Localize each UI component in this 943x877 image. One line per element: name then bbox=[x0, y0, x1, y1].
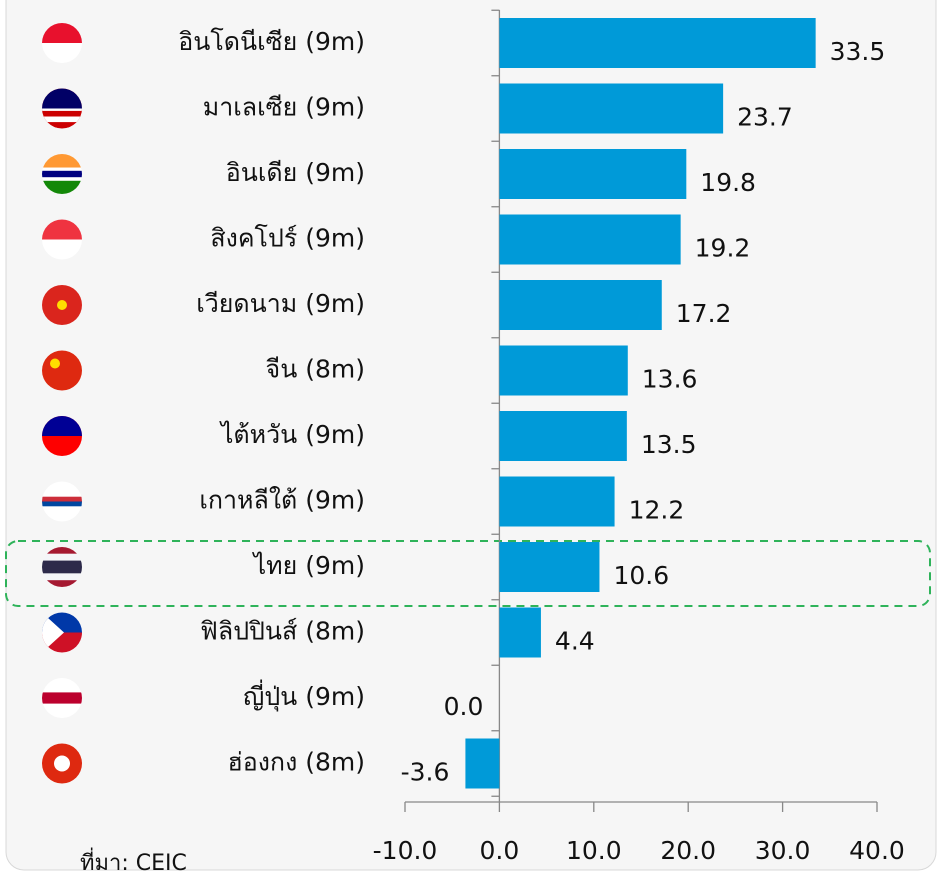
flag-stripe bbox=[42, 547, 82, 554]
flags bbox=[42, 23, 82, 784]
value-label: 17.2 bbox=[676, 299, 732, 328]
flag bbox=[42, 219, 82, 260]
bar bbox=[499, 476, 615, 527]
panel bbox=[5, 0, 937, 871]
flag-star bbox=[57, 300, 67, 310]
category-label: จีน (8m) bbox=[266, 355, 365, 384]
category-label: เกาหลีใต้ (9m) bbox=[199, 486, 365, 515]
value-label: 33.5 bbox=[830, 37, 886, 66]
flag-stripe bbox=[42, 154, 82, 168]
x-tick-label: 0.0 bbox=[480, 836, 520, 865]
x-tick-label: 20.0 bbox=[660, 836, 716, 865]
flag-stripe bbox=[42, 560, 82, 574]
flag bbox=[42, 481, 82, 522]
category-label: ญี่ปุ่น (9m) bbox=[243, 679, 365, 712]
flag-triangle bbox=[42, 612, 64, 653]
flag bbox=[42, 612, 82, 653]
flag bbox=[42, 154, 82, 194]
category-label: ฮ่องกง (8m) bbox=[227, 748, 365, 777]
flag bbox=[42, 285, 82, 325]
value-label: 23.7 bbox=[737, 103, 793, 132]
category-label: ไทย (9m) bbox=[252, 551, 365, 580]
category-label: ไต้หวัน (9m) bbox=[219, 420, 365, 449]
bar bbox=[465, 738, 500, 789]
flag-stripe bbox=[42, 501, 82, 507]
flag-stripe bbox=[42, 219, 82, 240]
flag-star bbox=[50, 358, 60, 369]
flag-stripe bbox=[42, 580, 82, 587]
bar bbox=[499, 149, 687, 199]
value-label: 19.2 bbox=[695, 234, 751, 263]
bar bbox=[499, 18, 816, 68]
flag-stripe bbox=[42, 180, 82, 194]
value-label: 10.6 bbox=[613, 561, 669, 590]
x-tick-label: 10.0 bbox=[566, 836, 622, 865]
bar bbox=[499, 345, 628, 396]
flag bbox=[42, 416, 82, 456]
flag bbox=[42, 88, 82, 129]
flag-flower bbox=[54, 755, 70, 772]
value-label: 13.5 bbox=[641, 430, 697, 459]
flag-stripe bbox=[42, 43, 82, 63]
flag-stripe bbox=[42, 573, 82, 581]
value-label: 4.4 bbox=[555, 627, 595, 656]
flag bbox=[42, 743, 82, 784]
value-label: 19.8 bbox=[700, 168, 756, 197]
flag-stripe bbox=[42, 692, 82, 704]
flag bbox=[42, 678, 82, 718]
flag-stripe bbox=[42, 88, 82, 109]
value-label: 0.0 bbox=[444, 692, 484, 721]
flag-stripe bbox=[42, 23, 82, 43]
x-tick-label: -10.0 bbox=[373, 836, 438, 865]
category-label: มาเลเซีย (9m) bbox=[203, 93, 365, 122]
source: ที่มา: CEIC bbox=[80, 847, 187, 873]
bar bbox=[499, 607, 541, 658]
flag-stripe bbox=[42, 553, 82, 561]
flag-stripe bbox=[42, 116, 82, 123]
category-label: อินโดนีเซีย (9m) bbox=[178, 27, 365, 56]
category-label: ฟิลิปปินส์ (8m) bbox=[200, 617, 365, 646]
bar bbox=[499, 83, 724, 134]
flag-stripe bbox=[42, 416, 82, 436]
category-label: อินเดีย (9m) bbox=[226, 158, 365, 187]
highlight-box bbox=[5, 540, 931, 607]
value-label: -3.6 bbox=[401, 758, 450, 787]
category-label: สิงคโปร์ (9m) bbox=[210, 224, 365, 253]
flag bbox=[42, 23, 82, 63]
flag-stripe bbox=[42, 496, 82, 502]
flag bbox=[42, 350, 82, 391]
flag-stripe bbox=[42, 170, 82, 178]
bar bbox=[499, 411, 627, 461]
value-label: 13.6 bbox=[642, 365, 698, 394]
bar bbox=[499, 280, 662, 330]
bar bbox=[499, 542, 600, 592]
value-label: 12.2 bbox=[629, 496, 685, 525]
flag-stripe bbox=[42, 239, 82, 260]
bar bbox=[499, 214, 681, 265]
x-tick-label: 40.0 bbox=[849, 836, 905, 865]
x-tick-label: 30.0 bbox=[755, 836, 811, 865]
flag-stripe bbox=[42, 350, 82, 391]
category-label: เวียดนาม (9m) bbox=[196, 289, 365, 318]
flag bbox=[42, 547, 82, 587]
